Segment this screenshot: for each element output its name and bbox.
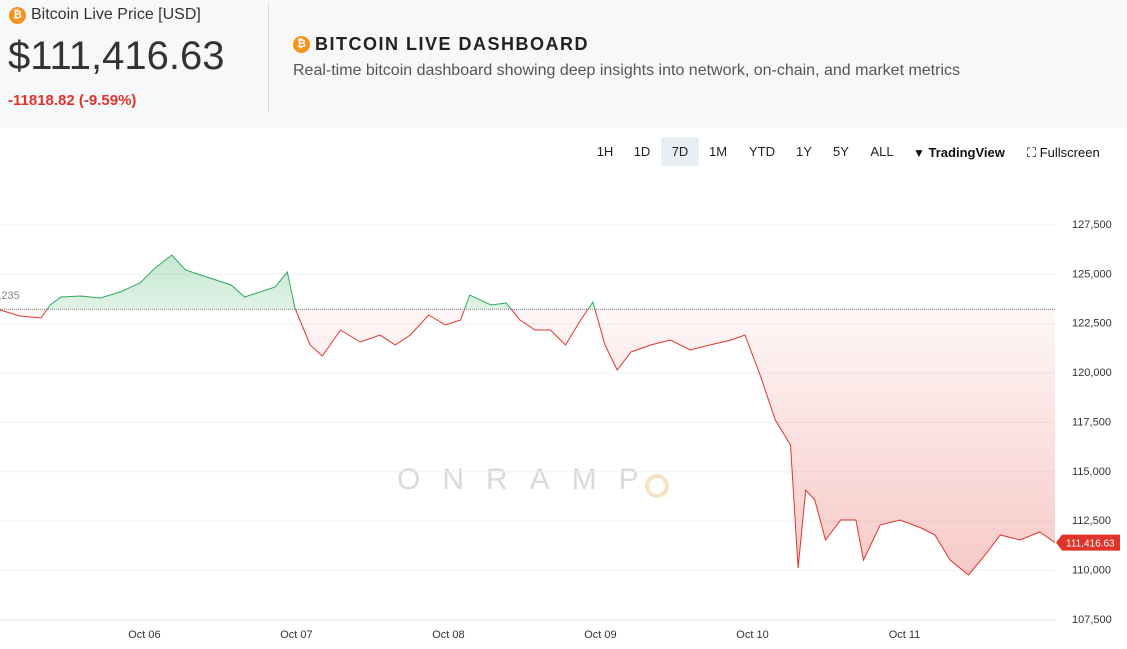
subtitle: Real-time bitcoin dashboard showing deep… [293,62,961,79]
y-tick-label: 107,500 [1072,614,1112,626]
range-button[interactable]: 7D [661,137,699,166]
tradingview-label: TradingView [928,145,1005,160]
tradingview-button[interactable]: ▼ TradingView [913,145,1005,160]
price-line [0,254,1056,576]
y-tick-label: 120,000 [1072,367,1112,379]
range-button[interactable]: 1Y [796,144,812,159]
watermark-icon [645,474,669,498]
range-button[interactable]: 1M [708,144,728,159]
divider [268,4,269,112]
last-price-label: 111,416.63 [1066,538,1115,549]
x-tick-label: Oct 07 [280,629,312,641]
y-tick-label: 115,000 [1072,466,1111,478]
range-button[interactable]: ALL [870,144,894,159]
watermark: ONRAMP [397,463,661,496]
y-tick-label: 110,000 [1072,565,1111,577]
bitcoin-icon: ₿ [9,7,26,24]
range-button[interactable]: 1D [633,144,651,159]
x-tick-label: Oct 08 [432,629,464,641]
price-change: -11818.82 (-9.59%) [8,92,137,109]
y-tick-label: 122,500 [1072,318,1112,330]
bitcoin-icon: ₿ [293,36,310,53]
x-tick-label: Oct 06 [128,629,160,641]
fullscreen-label: Fullscreen [1039,145,1100,160]
range-button[interactable]: 1H [596,144,614,159]
range-button[interactable]: YTD [749,144,775,159]
last-price-tag [1056,534,1120,551]
title: BITCOIN LIVE DASHBOARD [315,34,590,54]
price: $111,416.63 [8,34,225,78]
x-tick-label: Oct 11 [889,629,921,641]
x-tick-label: Oct 10 [736,629,768,641]
y-tick-label: 127,500 [1072,219,1112,231]
y-tick-label: 112,500 [1072,515,1111,527]
fullscreen-button[interactable]: ⛶ Fullscreen [1027,145,1100,160]
area [0,255,1055,575]
header: ₿ Bitcoin Live Price [USD] $111,416.63 -… [0,0,1127,128]
x-tick-label: Oct 09 [584,629,616,641]
y-tick-label: 117,500 [1072,416,1111,428]
baseline-label: 123,235 [0,290,20,302]
range-button[interactable]: 5Y [833,144,849,159]
y-tick-label: 125,000 [1072,268,1112,280]
price-label: Bitcoin Live Price [USD] [31,6,201,23]
